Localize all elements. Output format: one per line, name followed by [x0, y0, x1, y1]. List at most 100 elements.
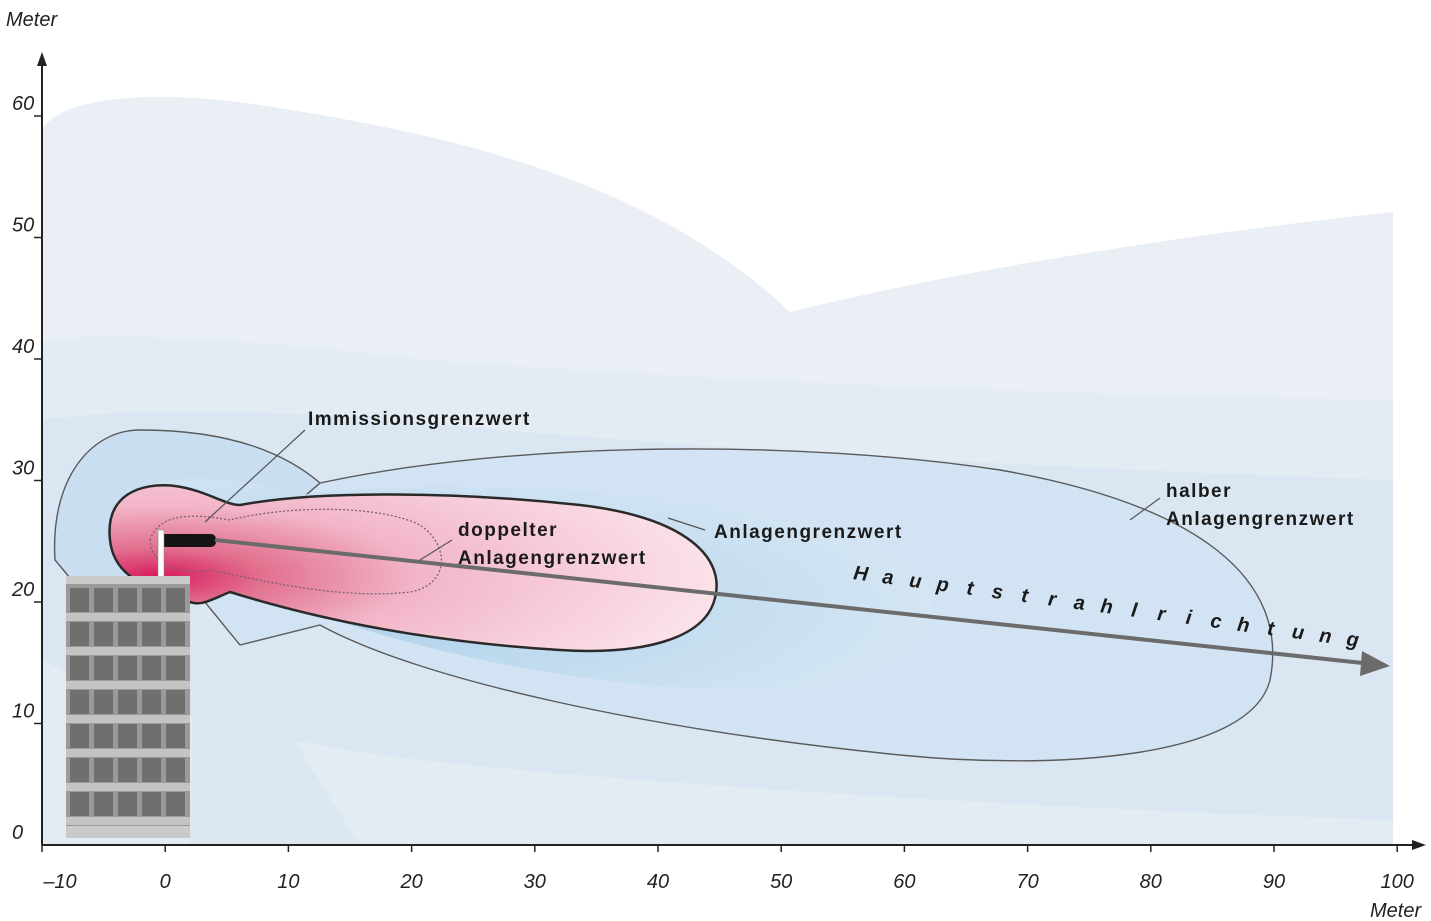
x-tick-label: –10 [42, 871, 76, 893]
building-window [70, 588, 89, 612]
double-limit-contour [149, 508, 443, 595]
building-window [94, 656, 113, 680]
x-tick-label: 90 [1263, 871, 1285, 893]
label-anlage: Anlagengrenzwert [714, 522, 903, 543]
building-window [142, 724, 161, 748]
main-beam-letter: p [934, 573, 950, 596]
x-tick-label: 70 [1016, 871, 1038, 893]
main-beam-letter: r [1047, 588, 1059, 611]
building-floor-band [66, 715, 190, 723]
building-window [166, 792, 185, 816]
main-beam-letter: h [1099, 595, 1114, 618]
building-floor-band [66, 783, 190, 791]
main-beam-letter: r [1156, 603, 1168, 626]
x-tick-label: 100 [1381, 871, 1414, 893]
building-window [166, 690, 185, 714]
building-floor-band [66, 681, 190, 689]
main-beam-letter: u [908, 570, 923, 593]
building-window [118, 724, 137, 748]
x-axis-unit: Meter [1370, 900, 1422, 921]
main-beam-letter: H [852, 562, 870, 586]
building-window [142, 588, 161, 612]
x-tick-label: 20 [399, 871, 422, 893]
building-window [142, 758, 161, 782]
leader-immission [204, 429, 306, 523]
label-half-2: Anlagengrenzwert [1166, 509, 1355, 530]
main-beam-letter: a [1073, 592, 1087, 615]
building-window [118, 588, 137, 612]
main-beam-letter: i [1185, 607, 1194, 630]
label-double-1: doppelter [458, 520, 558, 541]
building-window [70, 724, 89, 748]
building-window [94, 588, 113, 612]
building-window [118, 690, 137, 714]
building-window [94, 758, 113, 782]
y-ticks: 0 10 20 30 40 50 60 [11, 93, 42, 844]
building-floor-band [66, 749, 190, 757]
y-tick-label: 10 [12, 701, 34, 723]
building-base [66, 826, 190, 838]
y-tick-label: 20 [11, 579, 34, 601]
antenna-mount [157, 529, 165, 579]
building-window [118, 656, 137, 680]
y-tick-label: 0 [12, 822, 23, 844]
building-window [166, 758, 185, 782]
building-window [166, 622, 185, 646]
y-axis-arrow [37, 52, 47, 66]
building-window [70, 792, 89, 816]
x-axis-arrow [1412, 840, 1426, 850]
label-half-1: halber [1166, 481, 1232, 502]
main-beam-letter: h [1236, 614, 1251, 637]
ground-wedge [190, 585, 360, 845]
building-window [70, 758, 89, 782]
building-window [142, 656, 161, 680]
building-window [94, 622, 113, 646]
y-tick-label: 30 [12, 458, 34, 480]
x-tick-label: 30 [524, 871, 546, 893]
building-window [70, 656, 89, 680]
building-window [94, 792, 113, 816]
building-floor-band [66, 647, 190, 655]
y-tick-label: 60 [12, 93, 34, 115]
building-window [142, 792, 161, 816]
building [66, 576, 190, 838]
x-tick-label: 10 [277, 871, 299, 893]
label-immission: Immissionsgrenzwert [308, 409, 531, 430]
leader-double [419, 539, 453, 561]
y-tick-label: 40 [12, 336, 34, 358]
building-window [70, 622, 89, 646]
building-window [94, 724, 113, 748]
y-tick-label: 50 [12, 215, 34, 237]
building-window [70, 690, 89, 714]
main-beam-letter: l [1130, 599, 1139, 622]
main-beam-letter: t [965, 577, 976, 600]
leader-half [1129, 497, 1161, 521]
label-double-2: Anlagengrenzwert [458, 548, 647, 569]
main-beam-letter: u [1291, 621, 1306, 644]
building-window [118, 622, 137, 646]
antenna [160, 534, 216, 547]
leader-anlage [667, 517, 706, 531]
main-beam-arrowhead [1360, 651, 1390, 676]
main-beam-line [214, 538, 1373, 666]
y-axis-unit: Meter [6, 9, 58, 31]
building-window [118, 758, 137, 782]
x-tick-label: 40 [647, 871, 669, 893]
main-beam-letter: c [1209, 610, 1223, 633]
x-tick-label: 80 [1140, 871, 1162, 893]
main-beam-letter: s [991, 581, 1005, 604]
x-tick-label: 60 [893, 871, 915, 893]
building-window [166, 588, 185, 612]
building-floor-band [66, 817, 190, 825]
x-tick-label: 50 [770, 871, 792, 893]
main-beam-letter: g [1344, 628, 1360, 651]
main-beam-letter: a [881, 566, 895, 589]
building-window [94, 690, 113, 714]
building-window [118, 792, 137, 816]
x-tick-label: 0 [160, 871, 171, 893]
main-beam-letter: n [1318, 625, 1333, 648]
main-beam-letter: t [1020, 585, 1031, 608]
